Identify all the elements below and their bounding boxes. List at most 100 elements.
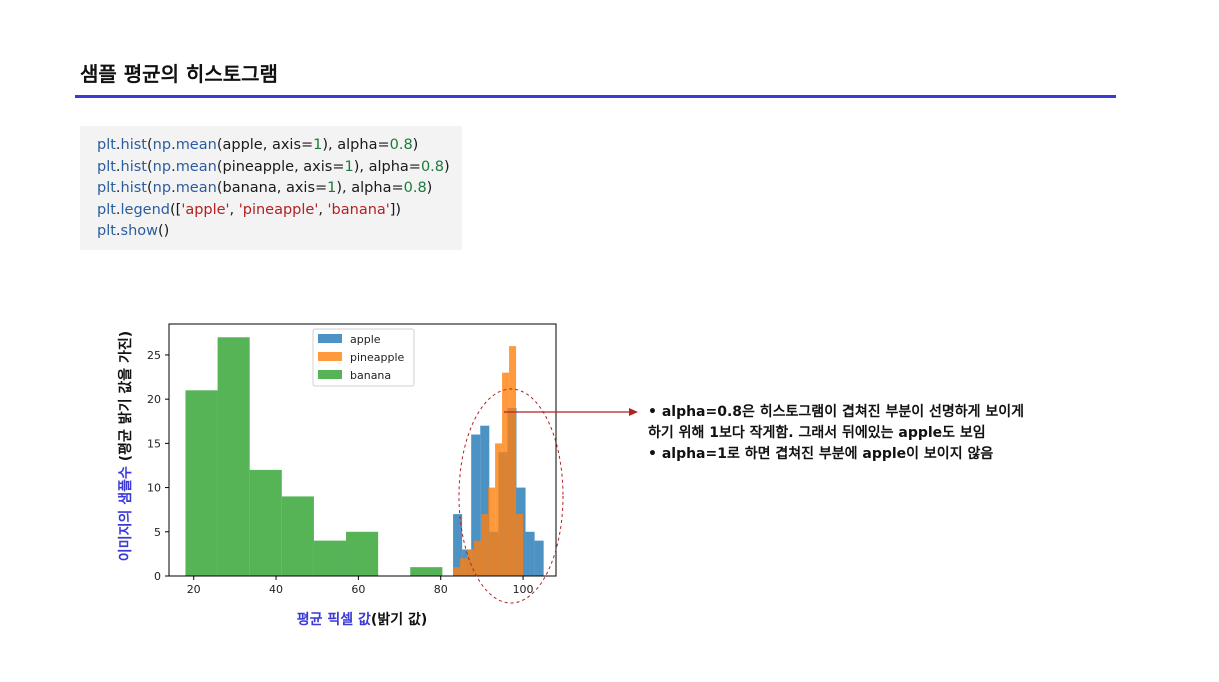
histogram-bar-banana <box>313 540 347 576</box>
code-token: hist <box>120 158 147 175</box>
histogram-bar-pineapple <box>460 558 468 576</box>
code-token: plt <box>97 180 116 196</box>
code-line: plt.hist(np.mean(apple, axis=1), alpha=0… <box>97 135 462 157</box>
code-line: plt.hist(np.mean(banana, axis=1), alpha=… <box>97 178 462 200</box>
x-tick-label: 20 <box>187 583 201 596</box>
code-token: ) <box>412 137 419 153</box>
y-tick-label: 20 <box>147 393 161 406</box>
legend-label: banana <box>350 369 391 382</box>
code-token: . <box>115 158 121 175</box>
code-token: mean <box>175 137 217 153</box>
code-token: 1 <box>344 158 354 175</box>
code-token: , <box>318 201 328 218</box>
code-token: ([ <box>170 201 182 218</box>
legend-label: apple <box>350 333 381 346</box>
code-token: . <box>115 223 121 239</box>
histogram-bar-apple <box>471 434 481 576</box>
histogram-bar-apple <box>480 425 490 576</box>
histogram-bar-apple <box>453 514 463 576</box>
code-token: 0.8 <box>389 137 413 153</box>
code-token: mean <box>175 180 217 196</box>
code-token: mean <box>175 158 217 175</box>
code-token: 1 <box>327 180 337 196</box>
code-token: apple, axis= <box>222 137 314 153</box>
histogram-bar-banana <box>410 567 443 576</box>
annotation-arrowhead <box>629 408 638 416</box>
code-token: pineapple, axis= <box>222 158 345 175</box>
code-token: . <box>115 201 121 218</box>
histogram-bar-banana <box>346 531 379 576</box>
code-token: . <box>171 180 176 196</box>
code-lines: plt.hist(np.mean(apple, axis=1), alpha=0… <box>97 135 462 243</box>
code-token: ), alpha= <box>336 180 404 196</box>
code-token: ), alpha= <box>322 137 390 153</box>
title-underline <box>75 95 1116 98</box>
x-tick-label: 40 <box>269 583 283 596</box>
code-token: ), alpha= <box>353 158 421 175</box>
code-token: np <box>152 158 172 175</box>
code-token: . <box>171 158 176 175</box>
histogram-bar-apple <box>489 531 499 576</box>
code-line: plt.show() <box>97 221 462 243</box>
histogram-bar-apple <box>507 408 517 576</box>
code-token: banana, axis= <box>222 180 328 196</box>
x-tick-label: 100 <box>513 583 534 596</box>
y-axis-label-main: 이미지의 샘플수 <box>117 466 134 561</box>
histogram-bar-apple <box>462 549 472 576</box>
histogram-bar-banana <box>185 390 218 576</box>
code-token: ) <box>426 180 433 196</box>
code-token: () <box>158 223 170 239</box>
histogram-bar-pineapple <box>481 514 489 576</box>
y-tick-label: 10 <box>147 482 161 495</box>
histogram-bar-pineapple <box>467 549 475 576</box>
y-tick-label: 25 <box>147 349 161 362</box>
y-tick-label: 0 <box>154 570 161 583</box>
histogram-bar-banana <box>217 337 250 576</box>
histogram-bar-pineapple <box>488 487 496 576</box>
y-tick-label: 15 <box>147 437 161 450</box>
code-token: plt <box>97 158 116 175</box>
code-token: . <box>115 137 121 153</box>
code-token: ( <box>147 158 153 175</box>
code-token: 'pineapple' <box>238 201 319 218</box>
code-token: . <box>115 180 121 196</box>
code-token: np <box>152 137 172 153</box>
code-token: 1 <box>313 137 323 153</box>
code-token: ( <box>147 137 153 153</box>
histogram-bar-apple <box>498 452 508 576</box>
code-token: ( <box>216 158 223 175</box>
code-token: hist <box>120 180 147 196</box>
slide-title: 샘플 평균의 히스토그램 <box>80 62 278 86</box>
note-line: • alpha=0.8은 히스토그램이 겹쳐진 부분이 선명하게 보이게 <box>648 404 1025 420</box>
x-axis-label-main: 평균 픽셀 값 <box>297 611 371 628</box>
code-token: np <box>152 180 172 196</box>
x-tick-label: 60 <box>351 583 365 596</box>
code-token: plt <box>97 223 116 239</box>
code-token: 'banana' <box>327 201 390 218</box>
highlight-ellipse <box>458 388 564 604</box>
code-token: ( <box>147 180 153 196</box>
x-axis-label-sub: (밝기 값) <box>371 611 427 628</box>
y-axis-label-sub: (평균 밝기 값을 가진) <box>117 331 134 466</box>
code-token: ( <box>216 180 223 196</box>
histogram-bar-banana <box>281 496 314 576</box>
histogram-bar-banana <box>249 469 282 576</box>
note-line: 하기 위해 1보다 작게함. 그래서 뒤에있는 apple도 보임 <box>648 425 986 441</box>
legend-swatch <box>318 370 342 379</box>
code-block: plt.hist(np.mean(apple, axis=1), alpha=0… <box>80 126 462 250</box>
y-tick-label: 5 <box>154 526 161 539</box>
note-line: • alpha=1로 하면 겹쳐진 부분에 apple이 보이지 않음 <box>648 446 994 462</box>
code-token: 'apple' <box>181 201 230 218</box>
code-token: ( <box>216 137 223 153</box>
legend-label: pineapple <box>350 351 405 364</box>
code-token: show <box>120 223 159 239</box>
annotation-notes: • alpha=0.8은 히스토그램이 겹쳐진 부분이 선명하게 보이게 하기 … <box>648 402 1024 465</box>
code-token: plt <box>97 201 116 218</box>
code-token: legend <box>120 201 170 218</box>
plot-frame <box>168 323 557 577</box>
legend-swatch <box>318 334 342 343</box>
code-token: , <box>229 201 239 218</box>
legend: apple pineapple banana <box>312 328 415 387</box>
